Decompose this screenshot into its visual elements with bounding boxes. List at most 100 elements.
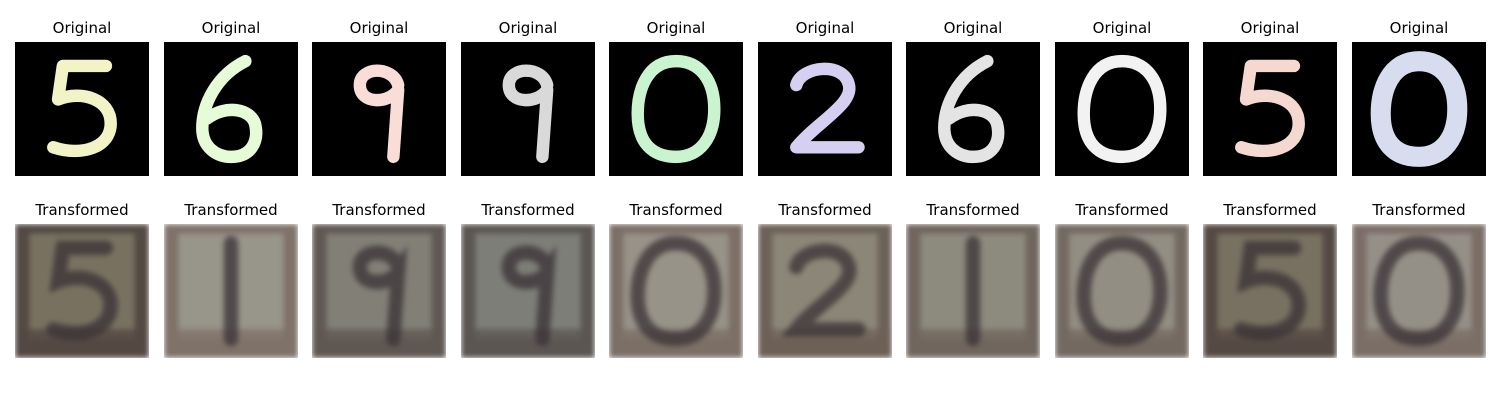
panel-2: Transformed (164, 201, 298, 358)
transformed-digit-image (1203, 224, 1337, 358)
image-tile (758, 42, 892, 176)
digit-stroke (631, 54, 721, 164)
image-tile (758, 224, 892, 358)
image-tile (312, 224, 446, 358)
panel-title: Original (943, 19, 1003, 37)
original-digit-image (1203, 42, 1337, 176)
digit-stroke (1077, 54, 1167, 164)
digit-stroke (352, 245, 408, 347)
panel-title: Original (349, 19, 409, 37)
panel-title: Original (1389, 19, 1449, 37)
image-tile (906, 42, 1040, 176)
panel-title: Original (201, 19, 261, 37)
digit-stroke (630, 235, 722, 347)
tile-background (758, 42, 892, 176)
panel-8: Original (1055, 19, 1189, 176)
digit-stroke (196, 54, 263, 164)
tile-background (461, 42, 595, 176)
image-tile (1055, 42, 1189, 176)
panel-title: Transformed (926, 201, 1020, 219)
panel-1: Transformed (15, 201, 149, 358)
digit-stroke (1373, 235, 1465, 347)
image-tile (1203, 224, 1337, 358)
digit-stroke (502, 64, 554, 164)
panel-title: Transformed (1075, 201, 1169, 219)
image-tile (461, 224, 595, 358)
digit-stroke (1234, 240, 1306, 341)
panel-5: Original (609, 19, 743, 176)
digit-stroke (353, 64, 405, 164)
original-digit-image (164, 42, 298, 176)
original-digit-image (1352, 42, 1486, 176)
digit-stroke (1370, 51, 1468, 167)
tile-shadow (461, 329, 595, 358)
image-tile (461, 42, 595, 176)
image-tile (1203, 42, 1337, 176)
panel-8: Transformed (1055, 201, 1189, 358)
panel-title: Transformed (629, 201, 723, 219)
panel-title: Original (646, 19, 706, 37)
digit-stroke (938, 54, 1005, 164)
panel-title: Transformed (778, 201, 872, 219)
panel-title: Transformed (481, 201, 575, 219)
panel-title: Transformed (1372, 201, 1466, 219)
original-digit-image (15, 42, 149, 176)
panel-6: Transformed (758, 201, 892, 358)
image-tile (164, 224, 298, 358)
panel-10: Original (1352, 19, 1486, 176)
transformed-digit-image (1352, 224, 1486, 358)
panel-title: Original (498, 19, 558, 37)
image-tile (609, 42, 743, 176)
digit-stroke (501, 245, 557, 347)
panel-title: Original (1240, 19, 1300, 37)
panel-1: Original (15, 19, 149, 176)
panel-9: Transformed (1203, 201, 1337, 358)
panel-title: Transformed (184, 201, 278, 219)
image-tile (609, 224, 743, 358)
transformed-digit-image (609, 224, 743, 358)
digit-stroke (1076, 235, 1168, 347)
image-tile (312, 42, 446, 176)
panel-title: Transformed (332, 201, 426, 219)
panel-3: Transformed (312, 201, 446, 358)
transformed-digit-image (164, 224, 298, 358)
original-digit-image (461, 42, 595, 176)
image-tile (906, 224, 1040, 358)
panel-title: Transformed (1223, 201, 1317, 219)
panel-title: Transformed (35, 201, 129, 219)
panel-4: Original (461, 19, 595, 176)
panel-6: Original (758, 19, 892, 176)
panel-9: Original (1203, 19, 1337, 176)
panel-2: Original (164, 19, 298, 176)
transformed-digit-image (15, 224, 149, 358)
image-tile (15, 224, 149, 358)
tile-background (312, 42, 446, 176)
digit-stroke (781, 243, 866, 337)
transformed-digit-image (312, 224, 446, 358)
transformed-digit-image (461, 224, 595, 358)
panel-3: Original (312, 19, 446, 176)
transformed-digit-image (906, 224, 1040, 358)
original-digit-image (312, 42, 446, 176)
original-digit-image (609, 42, 743, 176)
panel-4: Transformed (461, 201, 595, 358)
panel-7: Transformed (906, 201, 1040, 358)
image-tile (1352, 224, 1486, 358)
digit-stroke (46, 240, 118, 341)
image-tile (1055, 224, 1189, 358)
original-digit-image (906, 42, 1040, 176)
panel-10: Transformed (1352, 201, 1486, 358)
image-tile (15, 42, 149, 176)
original-digit-image (1055, 42, 1189, 176)
original-digit-image (758, 42, 892, 176)
panel-title: Original (795, 19, 855, 37)
transformed-digit-image (758, 224, 892, 358)
image-tile (164, 42, 298, 176)
digit-stroke (790, 62, 865, 154)
digit-stroke (1235, 59, 1305, 158)
image-tile (1352, 42, 1486, 176)
digit-stroke (47, 59, 117, 158)
panel-title: Original (52, 19, 112, 37)
transformed-digit-image (1055, 224, 1189, 358)
panel-5: Transformed (609, 201, 743, 358)
